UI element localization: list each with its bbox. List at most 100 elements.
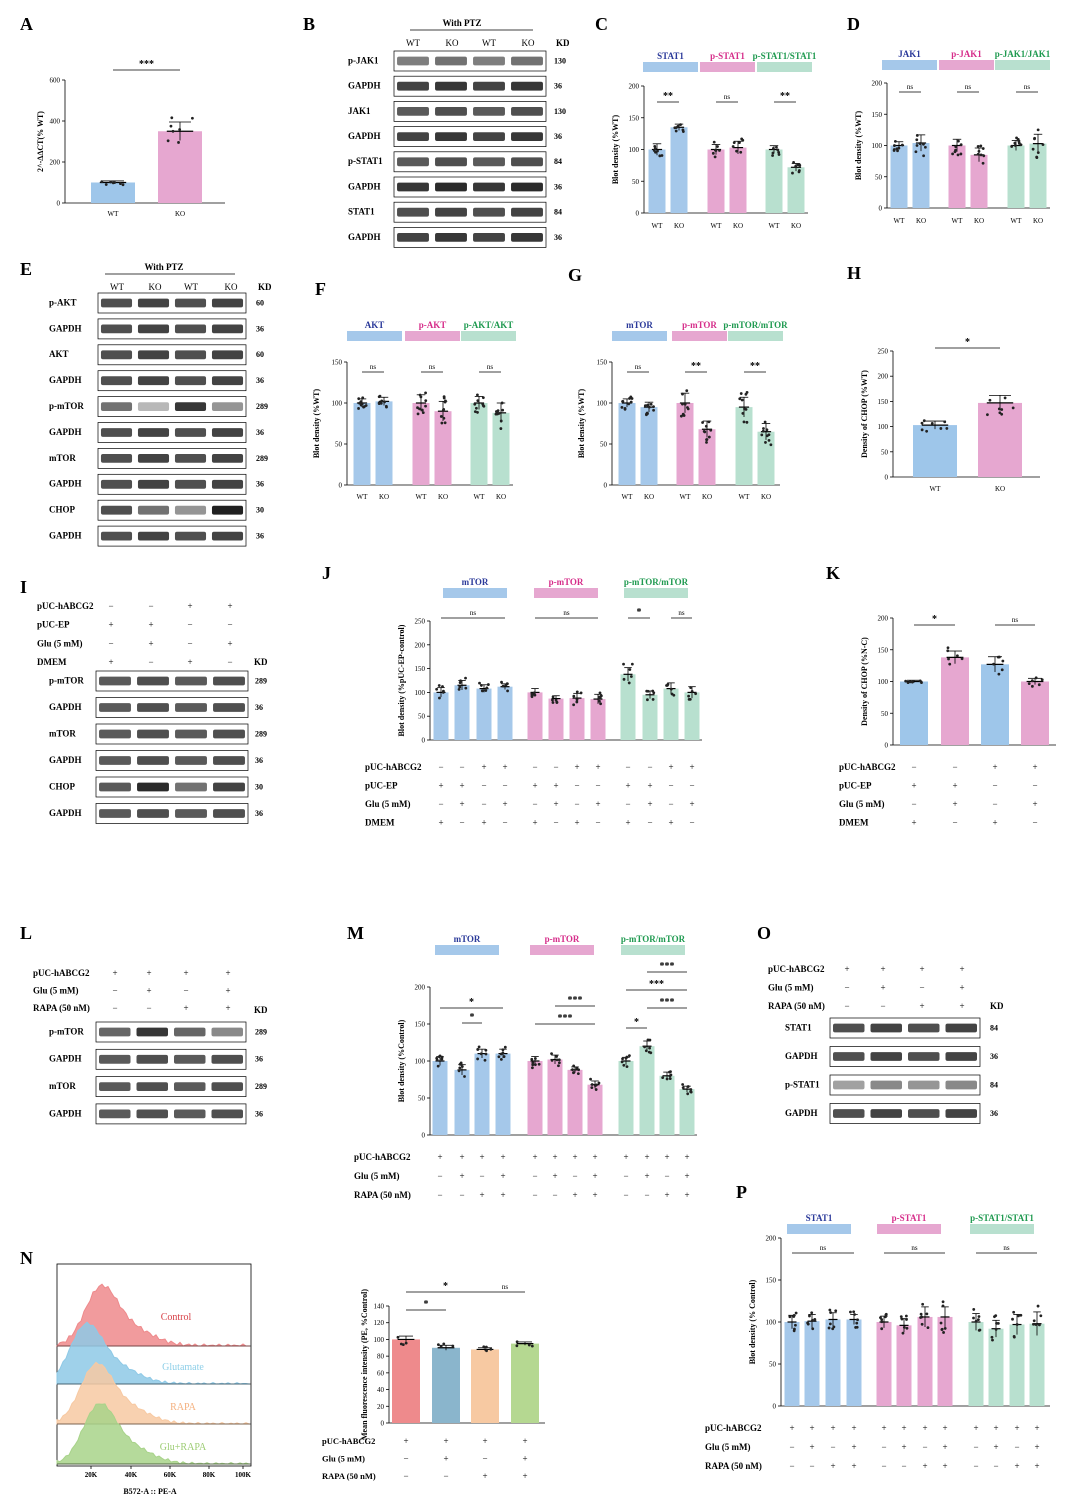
blot-row-label: GAPDH: [49, 531, 82, 541]
y-tick-label: 0: [422, 737, 426, 745]
blot-row-label: p-STAT1: [785, 1079, 820, 1089]
data-point: [1037, 1323, 1041, 1326]
x-tick-label: WT: [652, 222, 664, 230]
bar: [988, 1328, 1004, 1406]
condition-sign: +: [227, 601, 232, 611]
data-point: [530, 695, 534, 699]
x-tick-label: WT: [357, 493, 369, 501]
data-point: [1034, 1323, 1038, 1326]
y-tick-label: 20: [377, 1403, 385, 1411]
bar: [804, 1321, 820, 1406]
data-point: [1031, 147, 1035, 151]
data-point: [473, 402, 477, 406]
data-point: [943, 420, 947, 424]
condition-sign: +: [481, 762, 486, 772]
legend-swatch: [787, 1224, 851, 1234]
blot-band: [137, 454, 170, 463]
data-point: [444, 399, 447, 403]
data-point: [895, 147, 899, 151]
data-point: [997, 407, 1001, 411]
bar: [679, 1089, 695, 1135]
blot-band: [136, 1054, 168, 1064]
data-point: [658, 154, 662, 158]
y-tick-label: 200: [878, 615, 889, 623]
blot-band: [435, 157, 467, 167]
x-tick-label: KO: [733, 222, 743, 230]
data-point: [478, 681, 481, 685]
condition-sign: +: [844, 964, 849, 974]
data-point: [357, 407, 360, 410]
data-point: [797, 169, 801, 172]
condition-sign: −: [479, 1171, 484, 1181]
data-point: [683, 402, 687, 406]
data-point: [550, 1058, 554, 1062]
blot-band: [211, 1082, 243, 1091]
y-tick-label: 50: [418, 713, 426, 721]
data-point: [499, 1057, 503, 1061]
condition-label: pUC-hABCG2: [839, 762, 896, 772]
blot-band: [211, 298, 244, 308]
bar: [787, 167, 805, 213]
data-point: [653, 144, 657, 148]
condition-sign: −: [595, 781, 600, 791]
condition-sign: +: [644, 1152, 649, 1162]
kd-header: KD: [254, 1005, 268, 1015]
blot-band: [99, 809, 131, 818]
significance-label: ns: [911, 1244, 918, 1252]
y-tick-label: 50: [881, 710, 889, 718]
data-point: [992, 662, 995, 666]
bar: [471, 1349, 499, 1423]
data-point: [424, 404, 427, 408]
x-tick-label: 20K: [85, 1471, 98, 1479]
data-point: [674, 129, 678, 133]
data-point: [669, 687, 673, 691]
data-point: [594, 1088, 598, 1091]
significance-label: ns: [429, 363, 436, 371]
blot-band: [174, 531, 207, 541]
blot-band: [435, 56, 467, 66]
blot-band: [833, 1052, 865, 1061]
histogram-label: Control: [161, 1312, 192, 1323]
blot-band: [211, 324, 244, 334]
data-point: [109, 180, 113, 184]
data-point: [533, 693, 537, 697]
data-point: [1016, 137, 1020, 141]
blot-frame: [95, 1076, 247, 1097]
blot-band: [213, 782, 245, 792]
condition-label: RAPA (50 nM): [354, 1190, 411, 1200]
lane-label: KO: [225, 282, 238, 292]
blot-row-label: GAPDH: [49, 479, 82, 489]
data-point: [424, 399, 428, 403]
condition-sign: +: [500, 1152, 505, 1162]
condition-sign: +: [993, 1442, 998, 1452]
condition-sign: +: [1034, 1442, 1039, 1452]
bar: [527, 1061, 543, 1135]
blot-frame: [97, 318, 247, 340]
histogram-frame: [56, 1263, 252, 1467]
data-point: [884, 1315, 887, 1319]
legend-label: mTOR: [626, 320, 653, 330]
data-point: [396, 1335, 400, 1339]
blot-band: [175, 809, 207, 818]
condition-sign: +: [574, 818, 579, 828]
panel-letter-K: K: [826, 563, 840, 583]
condition-sign: +: [443, 1436, 448, 1446]
data-point: [718, 149, 721, 152]
condition-label: Glu (5 mM): [322, 1454, 365, 1464]
blot-band: [511, 132, 543, 141]
condition-sign: −: [532, 1190, 537, 1200]
blot-kd-label: 60: [256, 350, 264, 359]
blot-band: [174, 1109, 206, 1119]
blot-frame: [829, 1103, 981, 1124]
data-point: [361, 396, 365, 400]
data-point: [476, 399, 480, 403]
data-point: [978, 1328, 982, 1332]
blot-row-label: GAPDH: [49, 808, 82, 818]
condition-sign: +: [482, 1436, 487, 1446]
data-point: [1001, 659, 1005, 663]
data-point: [442, 1342, 446, 1346]
condition-sign: +: [625, 818, 630, 828]
blot-band: [511, 81, 543, 91]
condition-sign: +: [403, 1436, 408, 1446]
data-point: [798, 163, 802, 167]
